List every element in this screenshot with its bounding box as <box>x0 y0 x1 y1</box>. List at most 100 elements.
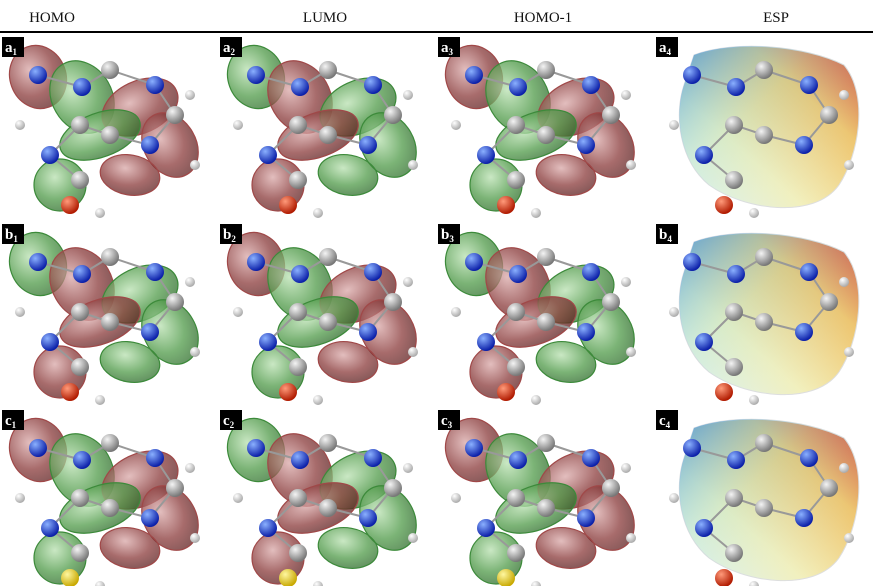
atom <box>190 347 200 357</box>
atom <box>259 333 277 351</box>
atom <box>577 509 595 527</box>
atom <box>715 196 733 214</box>
atom <box>755 313 773 331</box>
atom <box>15 493 25 503</box>
atom <box>602 479 620 497</box>
atom <box>621 277 631 287</box>
atom <box>141 136 159 154</box>
atom <box>166 293 184 311</box>
figure: HOMOLUMOHOMO-1ESPa1a2a3a4b1b2b3b4c1c2c3c… <box>0 0 873 586</box>
atom <box>166 106 184 124</box>
panel-label-index: 3 <box>449 234 454 244</box>
atom <box>820 106 838 124</box>
atom <box>537 61 555 79</box>
atom <box>465 439 483 457</box>
atom <box>291 451 309 469</box>
atom <box>755 248 773 266</box>
atom <box>71 358 89 376</box>
panel-label-index: 3 <box>448 420 453 430</box>
panel: b2 <box>219 224 428 405</box>
panel-label-letter: b <box>5 227 13 243</box>
atom <box>582 449 600 467</box>
atom <box>602 106 620 124</box>
atom <box>408 533 418 543</box>
atom <box>359 323 377 341</box>
atom <box>683 253 701 271</box>
panel-label-letter: b <box>223 227 231 243</box>
atom <box>497 383 515 401</box>
atom <box>29 253 47 271</box>
atom <box>233 493 243 503</box>
atom <box>384 479 402 497</box>
atom <box>451 493 461 503</box>
atom <box>669 120 679 130</box>
atom <box>146 263 164 281</box>
atom <box>259 519 277 537</box>
atom <box>669 307 679 317</box>
atom <box>101 61 119 79</box>
panel: c3 <box>437 410 646 586</box>
atom <box>71 116 89 134</box>
atom <box>71 489 89 507</box>
panel-label-letter: b <box>441 227 449 243</box>
atom <box>73 451 91 469</box>
atom <box>537 434 555 452</box>
atom <box>531 581 541 586</box>
atom <box>695 333 713 351</box>
atom <box>15 120 25 130</box>
column-header: LUMO <box>303 10 347 26</box>
panel-label-index: 3 <box>449 47 454 57</box>
atom <box>795 509 813 527</box>
atom <box>451 120 461 130</box>
atom <box>755 499 773 517</box>
atom <box>626 347 636 357</box>
atom <box>749 581 759 586</box>
atom <box>29 439 47 457</box>
atom <box>15 307 25 317</box>
atom <box>727 265 745 283</box>
atom <box>839 463 849 473</box>
atom <box>727 451 745 469</box>
atom <box>477 333 495 351</box>
atom <box>95 208 105 218</box>
atom <box>621 463 631 473</box>
atom <box>313 581 323 586</box>
atom <box>101 126 119 144</box>
atom <box>749 395 759 405</box>
atom <box>507 303 525 321</box>
atom <box>582 263 600 281</box>
atom <box>319 434 337 452</box>
atom <box>384 293 402 311</box>
atom <box>166 479 184 497</box>
atom <box>725 116 743 134</box>
atom <box>291 78 309 96</box>
panel-label-index: 2 <box>231 47 236 57</box>
atom <box>537 499 555 517</box>
panel: b1 <box>1 224 210 405</box>
atom <box>477 519 495 537</box>
atom <box>507 116 525 134</box>
panel: c4 <box>656 410 859 586</box>
atom <box>725 171 743 189</box>
atom <box>715 569 733 586</box>
atom <box>669 493 679 503</box>
atom <box>795 323 813 341</box>
atom <box>497 196 515 214</box>
atom <box>289 544 307 562</box>
atom <box>403 90 413 100</box>
atom <box>844 533 854 543</box>
atom <box>61 383 79 401</box>
atom <box>451 307 461 317</box>
atom <box>29 66 47 84</box>
atom <box>101 313 119 331</box>
atom <box>408 160 418 170</box>
atom <box>279 383 297 401</box>
atom <box>537 126 555 144</box>
atom <box>626 533 636 543</box>
panel: a2 <box>219 37 428 218</box>
panel: b3 <box>437 224 646 405</box>
atom <box>185 277 195 287</box>
atom <box>507 544 525 562</box>
atom <box>465 253 483 271</box>
atom <box>725 358 743 376</box>
